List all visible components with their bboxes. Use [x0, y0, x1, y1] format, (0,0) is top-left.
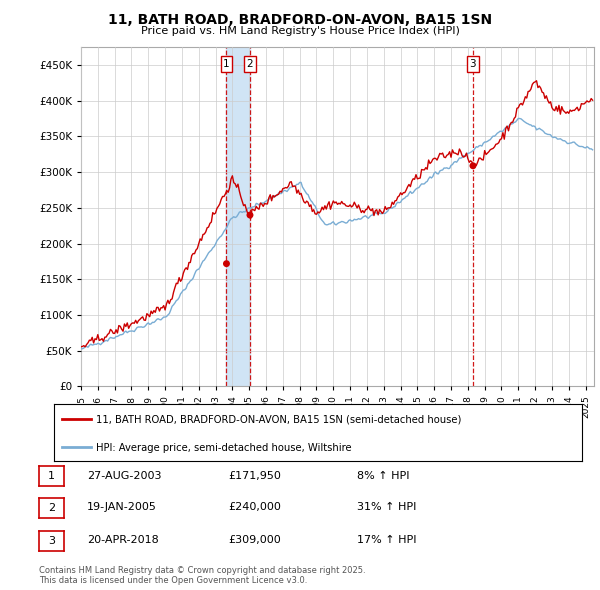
Text: 31% ↑ HPI: 31% ↑ HPI — [357, 503, 416, 512]
Text: 11, BATH ROAD, BRADFORD-ON-AVON, BA15 1SN: 11, BATH ROAD, BRADFORD-ON-AVON, BA15 1S… — [108, 13, 492, 27]
Text: 11, BATH ROAD, BRADFORD-ON-AVON, BA15 1SN (semi-detached house): 11, BATH ROAD, BRADFORD-ON-AVON, BA15 1S… — [96, 415, 461, 425]
Text: 1: 1 — [48, 471, 55, 481]
Text: £309,000: £309,000 — [228, 536, 281, 545]
Bar — [226, 47, 250, 386]
Text: £240,000: £240,000 — [228, 503, 281, 512]
Text: HPI: Average price, semi-detached house, Wiltshire: HPI: Average price, semi-detached house,… — [96, 442, 352, 453]
Text: 2: 2 — [247, 59, 253, 69]
Text: 3: 3 — [48, 536, 55, 546]
Text: 1: 1 — [223, 59, 230, 69]
Text: 8% ↑ HPI: 8% ↑ HPI — [357, 471, 409, 480]
Text: 27-AUG-2003: 27-AUG-2003 — [87, 471, 161, 480]
Text: 19-JAN-2005: 19-JAN-2005 — [87, 503, 157, 512]
Point — [468, 161, 478, 171]
Point — [221, 259, 231, 268]
Text: 20-APR-2018: 20-APR-2018 — [87, 536, 159, 545]
Text: Contains HM Land Registry data © Crown copyright and database right 2025.
This d: Contains HM Land Registry data © Crown c… — [39, 566, 365, 585]
Text: 2: 2 — [48, 503, 55, 513]
Text: Price paid vs. HM Land Registry's House Price Index (HPI): Price paid vs. HM Land Registry's House … — [140, 26, 460, 36]
Text: 3: 3 — [470, 59, 476, 69]
Text: 17% ↑ HPI: 17% ↑ HPI — [357, 536, 416, 545]
Point — [245, 210, 255, 219]
Text: £171,950: £171,950 — [228, 471, 281, 480]
